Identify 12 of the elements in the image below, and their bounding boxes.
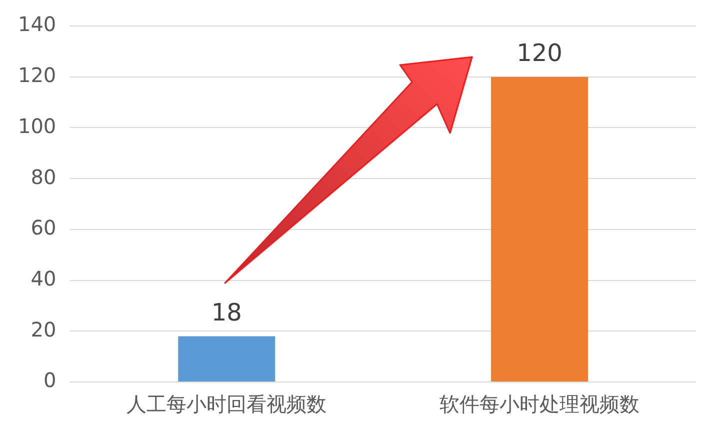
y-tick-label: 140 (18, 12, 56, 36)
y-tick-label: 40 (30, 266, 56, 290)
y-tick-label: 60 (30, 216, 56, 240)
y-tick-label: 80 (30, 164, 56, 189)
data-label: 18 (211, 298, 242, 326)
x-tick-label: 人工每小时回看视频数 (126, 392, 327, 416)
y-tick-label: 20 (30, 317, 56, 342)
y-tick-label: 120 (18, 63, 56, 88)
x-tick-label: 软件每小时处理视频数 (440, 392, 640, 416)
data-label: 120 (516, 39, 562, 68)
y-tick-label: 100 (18, 114, 56, 138)
y-tick-label: 0 (43, 368, 56, 392)
